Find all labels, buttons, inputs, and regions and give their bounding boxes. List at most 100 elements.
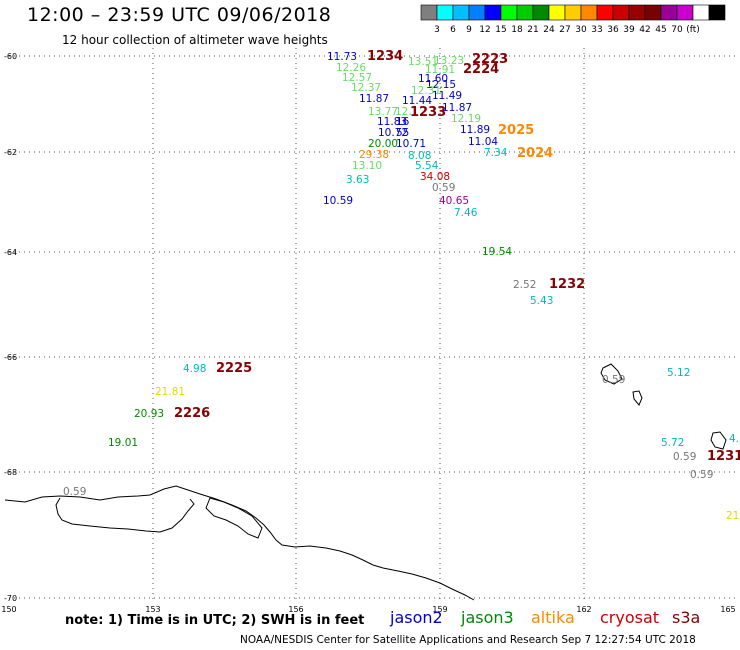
colorbar-swatch (612, 4, 630, 21)
map-title: 12:00 – 23:59 UTC 09/06/2018 (27, 4, 332, 26)
colorbar-tick-label: 36 (607, 25, 619, 35)
latitude-label: -70 (4, 594, 17, 603)
wave-height-label: 19.54 (482, 246, 512, 258)
wave-height-label: 11.91 (425, 64, 455, 76)
wave-height-label: 12.37 (351, 82, 381, 94)
wave-height-label: 5.72 (661, 437, 684, 449)
wave-height-label: 13.10 (352, 160, 382, 172)
colorbar-swatch (468, 4, 486, 21)
balleny-island-1 (600, 363, 623, 385)
longitude-label: 159 (432, 605, 447, 614)
wave-height-label: 19.01 (108, 437, 138, 449)
colorbar-tick-label: 9 (466, 25, 472, 35)
pass-time-label: 2225 (216, 361, 252, 376)
latitude-label: -62 (4, 148, 17, 157)
pass-time-label: 2224 (463, 62, 499, 77)
wave-height-label: 12.1 (395, 106, 418, 118)
colorbar-swatch (580, 4, 598, 21)
longitude-label: 165 (720, 605, 735, 614)
wave-height-label: 0.59 (432, 182, 455, 194)
wave-height-label: 13.77 (368, 106, 398, 118)
longitude-label: 150 (1, 605, 16, 614)
wave-height-label: 21 (726, 510, 739, 522)
colorbar-tick-label: 70 (671, 25, 683, 35)
wave-height-label: 13.23 (434, 55, 464, 67)
wave-height-label: 0.59 (690, 469, 713, 481)
wave-height-label: 12.57 (342, 72, 372, 84)
pass-time-label: 2024 (517, 146, 553, 161)
axis-labels: -60 -62 -64 -66 -68 -70 150 153 156 159 162 165 (1, 52, 735, 614)
latitude-label: -64 (4, 248, 17, 257)
satellite-altika: altika (531, 608, 575, 627)
colorbar-swatch (628, 4, 646, 21)
colorbar-swatch (436, 4, 454, 21)
wave-height-label: 0.59 (602, 374, 625, 386)
wave-height-label: 21.81 (155, 386, 185, 398)
coastal-inlet (55, 497, 195, 533)
wave-height-label: 20.93 (134, 408, 164, 420)
wave-height-label: 12.26 (336, 62, 366, 74)
credit-line: NOAA/NESDIS Center for Satellite Applica… (240, 634, 696, 646)
colorbar-tick-label: 33 (591, 25, 602, 35)
colorbar-tick-label: 45 (655, 25, 666, 35)
balleny-island-3 (710, 431, 727, 450)
colorbar-tick-label: 39 (623, 25, 635, 35)
wave-height-label: 0.59 (63, 486, 86, 498)
wave-height-label: 10.72 (378, 127, 408, 139)
longitude-label: 156 (288, 605, 303, 614)
wave-height-label: 11.87 (442, 102, 472, 114)
pass-time-label: 1231 (707, 449, 740, 464)
pass-time-label: 1234 (367, 49, 403, 64)
latitude-label: -60 (4, 52, 17, 61)
wave-height-label: 12.31 (411, 85, 441, 97)
coastline (4, 363, 727, 601)
colorbar-tick-label: 18 (511, 25, 523, 35)
colorbar-tick-label: (ft) (686, 25, 700, 35)
wave-height-label: 8.08 (408, 150, 431, 162)
colorbar-swatch (532, 4, 550, 21)
footnote: note: 1) Time is in UTC; 2) SWH is in fe… (65, 613, 365, 628)
wave-height-label: 55 (396, 127, 409, 139)
coastal-bay (205, 497, 263, 539)
wave-height-label: 11.49 (432, 90, 462, 102)
wave-height-label: 2.52 (513, 279, 536, 291)
wave-height-label: 11.60 (418, 73, 448, 85)
wave-height-label: 7.46 (454, 207, 478, 219)
colorbar-tick-label: 21 (527, 25, 538, 35)
pass-time-label: 1233 (410, 105, 446, 120)
colorbar-swatch (484, 4, 502, 21)
colorbar-swatch (676, 4, 694, 21)
wave-height-label: 3.63 (346, 174, 369, 186)
satellite-jason3: jason3 (461, 608, 514, 627)
wave-height-label: 4. (729, 433, 739, 445)
pass-time-label: 2223 (472, 52, 508, 67)
colorbar-tick-label: 27 (559, 25, 570, 35)
latitude-label: -66 (4, 353, 17, 362)
wave-height-observations: 11.73 123412.2612.5712.3711.8713.5113.231… (63, 49, 740, 522)
wave-height-label: 11.83 (377, 116, 407, 128)
wave-height-label: 5.12 (667, 367, 690, 379)
colorbar-swatch (420, 4, 438, 21)
pass-time-label: 2226 (174, 406, 210, 421)
wave-height-label: 11.87 (359, 93, 389, 105)
wave-height-label: 0.59 (673, 451, 696, 463)
longitude-label: 162 (576, 605, 591, 614)
latitude-label: -68 (4, 468, 17, 477)
map-subtitle: 12 hour collection of altimeter wave hei… (62, 33, 328, 47)
color-scale-legend: 3 6 9 12 15 18 21 24 27 30 33 36 39 42 45 70 (ft) (420, 4, 726, 35)
longitude-label: 153 (145, 605, 160, 614)
wave-height-label: 11.44 (402, 95, 432, 107)
pass-time-label: 1232 (549, 277, 585, 292)
colorbar-tick-label: 30 (575, 25, 587, 35)
wave-height-label: 20.00 (368, 138, 398, 150)
wave-height-label: 12.19 (451, 113, 481, 125)
wave-height-label: 5.43 (530, 295, 553, 307)
wave-height-label: 12.15 (426, 79, 456, 91)
colorbar-tick-label: 3 (434, 25, 440, 35)
wave-height-label: 7.34 (484, 147, 508, 159)
wave-height-label: 13.51 (408, 56, 438, 68)
satellite-jason2: jason2 (390, 608, 443, 627)
colorbar-swatch (596, 4, 614, 21)
colorbar-swatch (692, 4, 710, 21)
